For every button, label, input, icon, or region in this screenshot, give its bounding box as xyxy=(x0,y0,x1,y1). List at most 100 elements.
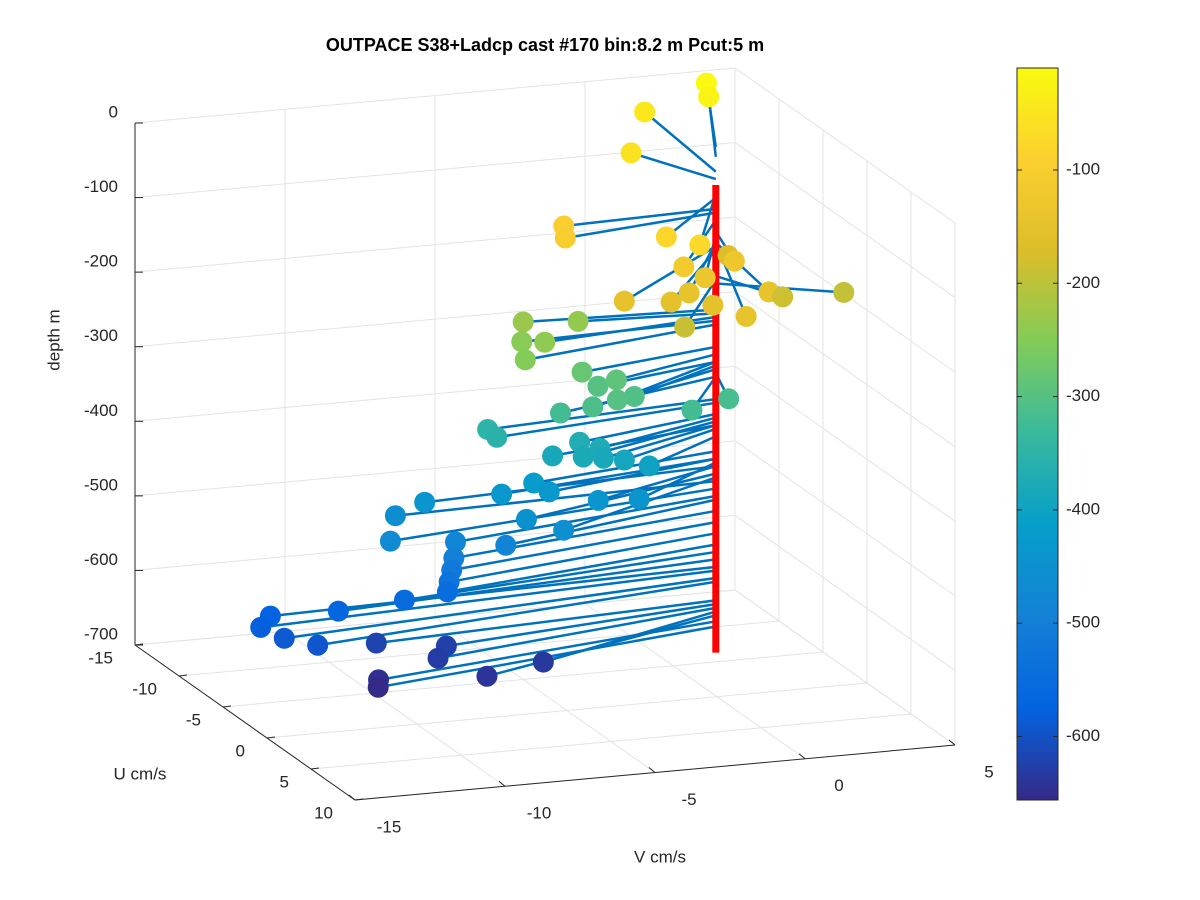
y-tick-label: -15 xyxy=(88,648,113,667)
y-grid-line xyxy=(310,713,912,770)
stem xyxy=(424,464,716,504)
data-point xyxy=(673,256,695,278)
stem xyxy=(437,606,717,660)
stem xyxy=(523,308,716,324)
data-point xyxy=(698,86,720,108)
data-point xyxy=(553,519,575,541)
data-point xyxy=(605,369,627,391)
stem xyxy=(455,494,717,544)
stem xyxy=(665,196,717,238)
data-point xyxy=(587,489,609,511)
data-point xyxy=(379,530,401,552)
labels: -700-600-500-400-300-200-1000-15-10-505-… xyxy=(84,102,994,836)
data-point xyxy=(582,396,604,418)
y-axis-line xyxy=(134,644,356,801)
data-point xyxy=(532,651,554,673)
z-tick-label: 0 xyxy=(109,102,118,121)
colorbar-tick-label: -300 xyxy=(1066,386,1100,405)
y-tick xyxy=(134,643,144,646)
x-grid-line xyxy=(584,603,806,760)
z-grid-line xyxy=(734,291,956,448)
data-point xyxy=(495,534,517,556)
data-point xyxy=(571,361,593,383)
stem xyxy=(448,532,717,584)
z-tick-label: -300 xyxy=(84,326,118,345)
colorbar-tick-label: -200 xyxy=(1066,273,1100,292)
data-point xyxy=(384,505,406,527)
z-grid-line xyxy=(734,142,956,298)
data-point xyxy=(660,291,682,313)
z-grid-line xyxy=(734,67,956,224)
x-tick-label: -15 xyxy=(377,817,402,836)
data-point xyxy=(638,455,660,477)
data-point xyxy=(436,581,458,603)
data-point xyxy=(511,331,533,353)
data-point xyxy=(587,375,609,397)
y-tick-label: 10 xyxy=(314,803,333,822)
y-grid-line xyxy=(178,620,780,677)
data-point xyxy=(542,445,564,467)
z-tick-label: -500 xyxy=(84,475,118,494)
y-axis-label: U cm/s xyxy=(114,764,167,783)
data-point xyxy=(365,632,387,654)
data-point xyxy=(613,449,635,471)
colorbar-tick-label: -400 xyxy=(1066,499,1100,518)
stem xyxy=(563,207,716,228)
x-tick-label: 5 xyxy=(984,762,993,781)
stem xyxy=(487,397,716,431)
x-tick xyxy=(648,767,656,773)
data-point xyxy=(702,294,724,316)
y-tick-label: 5 xyxy=(280,772,289,791)
stem xyxy=(284,576,716,640)
z-tick-label: -100 xyxy=(84,177,118,196)
data-point xyxy=(628,488,650,510)
data-point xyxy=(393,589,415,611)
data-point xyxy=(367,676,389,698)
stem xyxy=(496,401,716,439)
x-tick-label: -10 xyxy=(527,804,552,823)
data-point xyxy=(550,402,572,424)
stem xyxy=(548,457,717,494)
y-grid-line xyxy=(266,682,868,739)
data-point xyxy=(512,311,534,333)
data-point xyxy=(554,227,576,249)
stem xyxy=(376,599,716,645)
z-grid-line xyxy=(734,365,956,522)
stem xyxy=(670,249,717,303)
data-point xyxy=(491,483,513,505)
data-point xyxy=(678,282,700,304)
data-point xyxy=(623,385,645,407)
colorbar-tick-label: -100 xyxy=(1066,159,1100,178)
data-point xyxy=(694,267,716,289)
z-tick-label: -700 xyxy=(84,624,118,643)
data-point xyxy=(445,531,467,553)
stem xyxy=(623,245,717,303)
stem xyxy=(616,353,717,382)
stem xyxy=(638,461,717,501)
data-point xyxy=(414,491,436,513)
data-point xyxy=(567,310,589,332)
colorbar: -600 -500 -400 -300 -200 -100 xyxy=(1016,67,1100,801)
stem xyxy=(390,487,716,543)
stem xyxy=(623,427,717,462)
stem xyxy=(317,580,716,647)
x-tick xyxy=(348,794,356,801)
colorbar-tick-label: -500 xyxy=(1066,613,1100,632)
stem xyxy=(451,520,717,572)
x-axis-label: V cm/s xyxy=(634,847,686,866)
data-point xyxy=(476,665,498,687)
z-grid-line xyxy=(734,515,956,671)
data-point xyxy=(681,399,703,421)
y-tick-label: -5 xyxy=(186,710,201,729)
data-point xyxy=(538,481,560,503)
colorbar-fill xyxy=(1016,67,1059,801)
stem xyxy=(505,498,717,547)
stems xyxy=(260,82,844,689)
stem xyxy=(581,345,717,374)
data-point xyxy=(634,101,656,123)
stem xyxy=(643,110,717,173)
y-grid-line xyxy=(222,651,824,708)
stem xyxy=(447,543,717,594)
data-point xyxy=(735,305,757,327)
